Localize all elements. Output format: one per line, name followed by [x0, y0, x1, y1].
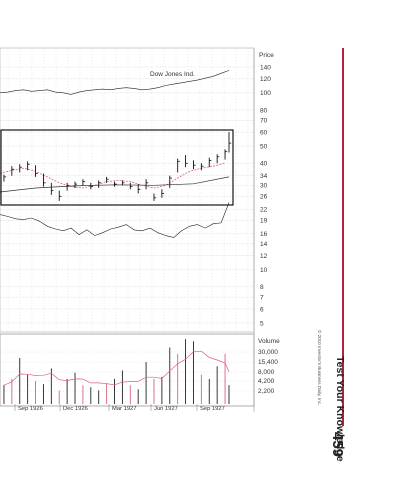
- price-tick-label: 40: [260, 161, 268, 168]
- price-tick-label: 26: [260, 194, 268, 201]
- volume-bars: [3, 339, 230, 404]
- price-tick-label: 14: [260, 241, 268, 248]
- price-tick-label: 100: [260, 90, 271, 97]
- page-number: 459: [329, 432, 346, 472]
- date-tick-label: Mar 1927: [112, 406, 137, 412]
- price-tick-label: 8: [260, 284, 264, 291]
- price-tick-label: 80: [260, 107, 268, 114]
- price-tick-label: 30: [260, 183, 268, 190]
- copyright-text: © 2010 Investor's Business Daily, Inc.: [317, 330, 322, 406]
- volume-tick-label: 8,000: [258, 369, 275, 376]
- page-number-text: 459: [329, 432, 346, 458]
- price-tick-label: 10: [260, 267, 268, 274]
- date-tick-label: Jun 1927: [154, 406, 178, 412]
- relative-strength-line: [0, 202, 230, 238]
- volume-tick-label: 30,000: [258, 349, 278, 356]
- volume-tick-label: 15,400: [258, 359, 278, 366]
- price-tick-label: 5: [260, 320, 264, 327]
- series-lines: [0, 70, 230, 238]
- copyright-note: © 2010 Investor's Business Daily, Inc.: [314, 330, 322, 420]
- price-tick-label: 34: [260, 173, 268, 180]
- price-tick-label: 6: [260, 306, 264, 313]
- date-tick-label: Dec 1926: [63, 406, 88, 412]
- price-bars: [3, 132, 232, 201]
- price-tick-label: 60: [260, 129, 268, 136]
- dow-jones-line: [0, 70, 230, 95]
- price-tick-label: 120: [260, 76, 271, 83]
- volume-tick-label: 2,200: [258, 388, 275, 395]
- price-tick-label: 22: [260, 206, 268, 213]
- price-tick-label: 50: [260, 143, 268, 150]
- page-edge-rule: [342, 48, 344, 426]
- volume-panel-frame: [0, 333, 255, 407]
- volume-average-line: [3, 350, 230, 386]
- date-tick-label: Sep 1927: [200, 406, 225, 412]
- price-grid: [0, 48, 254, 332]
- price-tick-label: 12: [260, 253, 268, 260]
- price-tick-label: 140: [260, 64, 271, 71]
- index-label: Dow Jones Ind.: [150, 71, 195, 78]
- price-tick-label: 7: [260, 294, 264, 301]
- volume-tick-label: 4,200: [258, 378, 275, 385]
- date-tick-label: Sep 1926: [18, 406, 43, 412]
- price-tick-label: 70: [260, 118, 268, 125]
- price-tick-label: 19: [260, 218, 268, 225]
- pattern-highlight-box: [0, 129, 234, 206]
- price-tick-labels: 140 120 100 80 70 60 50 40 34 30 26 22 19 16 14 12 10 8 7 6…: [260, 64, 271, 327]
- date-tick-labels: Sep 1926 Dec 1926 Mar 1927 Jun 1927 Sep 1927: [14, 404, 225, 412]
- moving-average-line: [0, 162, 226, 189]
- price-tick-label: 16: [260, 231, 268, 238]
- volume-axis-title: Volume: [258, 338, 280, 345]
- volume-tick-labels: 30,000 15,400 8,000 4,200 2,200: [258, 349, 278, 395]
- price-axis-title: Price: [259, 52, 274, 59]
- volume-grid: [0, 351, 254, 392]
